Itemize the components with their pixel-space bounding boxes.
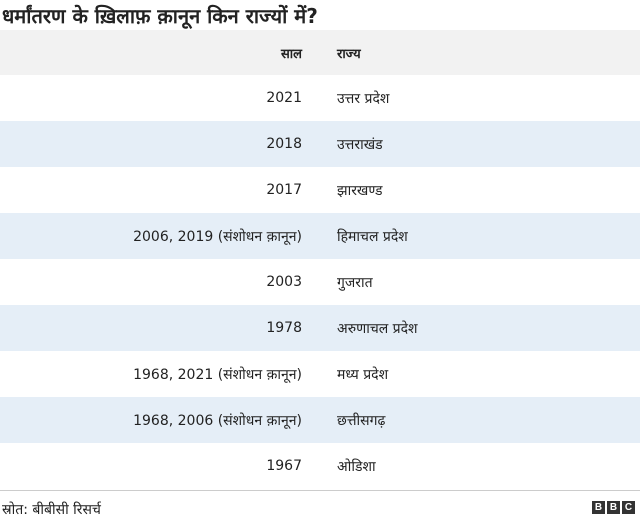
gap: [302, 121, 337, 167]
gap: [302, 305, 337, 351]
table-row: 2017 झारखण्ड: [0, 167, 640, 213]
state-cell: अरुणाचल प्रदेश: [337, 305, 640, 351]
year-cell: 2018: [0, 121, 302, 167]
gap: [302, 443, 337, 489]
logo-letter: C: [622, 501, 635, 514]
year-cell: 1978: [0, 305, 302, 351]
gap: [302, 30, 337, 75]
gap: [302, 397, 337, 443]
state-cell: झारखण्ड: [337, 182, 383, 199]
table: साल राज्य 2021 उत्तर प्रदेश 2018 उत्तराखंड 2…: [0, 30, 640, 489]
gap: [302, 213, 337, 259]
gap: [302, 167, 337, 213]
table-row: 1968, 2006 (संशोधन क़ानून) छत्तीसगढ़: [0, 397, 640, 443]
table-row: 1968, 2021 (संशोधन क़ानून) मध्य प्रदेश: [0, 351, 640, 397]
state-cell: उत्तर प्रदेश: [337, 90, 390, 107]
year-cell: 1968, 2021 (संशोधन क़ानून): [133, 366, 302, 383]
state-cell: छत्तीसगढ़: [337, 397, 640, 443]
table-row: 2021 उत्तर प्रदेश: [0, 75, 640, 121]
header-cell: राज्य: [337, 30, 640, 75]
gap: [302, 75, 337, 121]
year-cell: 1967: [266, 458, 302, 474]
source: स्रोत: बीबीसी रिसर्च: [2, 502, 101, 518]
table-row: 2006, 2019 (संशोधन क़ानून) हिमाचल प्रदेश: [0, 213, 640, 259]
year-cell: 1968, 2006 (संशोधन क़ानून): [0, 397, 302, 443]
table-row: 2003 गुजरात: [0, 259, 640, 305]
year-cell: 2017: [266, 182, 302, 198]
table-row: 1967 ओडिशा: [0, 443, 640, 489]
state-cell: गुजरात: [337, 274, 373, 291]
state-cell: उत्तराखंड: [337, 121, 640, 167]
year-cell: 2006, 2019 (संशोधन क़ानून): [0, 213, 302, 259]
state-cell: ओडिशा: [337, 458, 376, 475]
gap: [302, 351, 337, 397]
header-row: साल राज्य: [0, 30, 640, 75]
table-body: 2021 उत्तर प्रदेश 2018 उत्तराखंड 2017 झारखण्ड…: [0, 75, 640, 489]
table-row: 1978 अरुणाचल प्रदेश: [0, 305, 640, 351]
gap: [302, 259, 337, 305]
year-cell: 2021: [266, 90, 302, 106]
state-cell: हिमाचल प्रदेश: [337, 213, 640, 259]
rule: [0, 490, 640, 491]
header-cell: साल: [0, 30, 302, 75]
year-cell: 2003: [266, 274, 302, 290]
table-row: 2018 उत्तराखंड: [0, 121, 640, 167]
title: धर्मांतरण के ख़िलाफ़ क़ानून किन राज्यों …: [2, 4, 318, 28]
logo-letter: B: [592, 501, 605, 514]
state-cell: मध्य प्रदेश: [337, 366, 389, 383]
logo-letter: B: [607, 501, 620, 514]
